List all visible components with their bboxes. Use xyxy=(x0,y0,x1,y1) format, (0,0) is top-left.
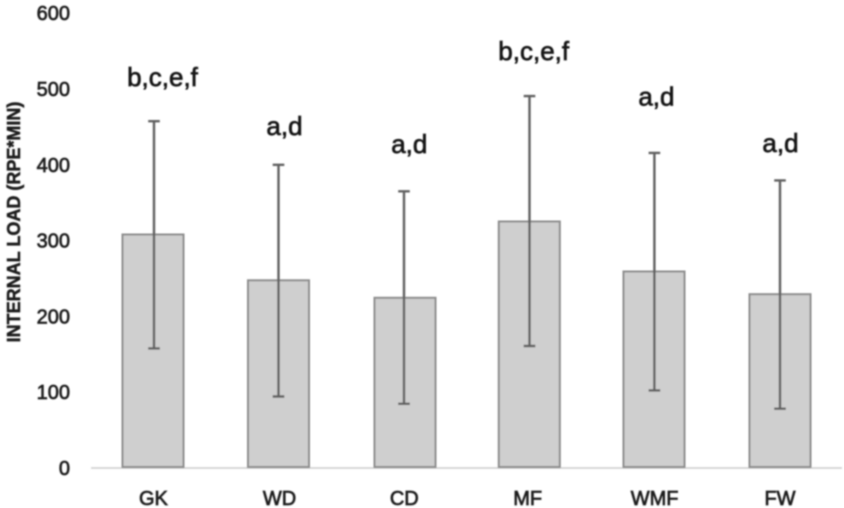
svg-text:500: 500 xyxy=(37,79,70,101)
svg-text:0: 0 xyxy=(59,458,70,480)
svg-text:b,c,e,f: b,c,e,f xyxy=(498,36,570,66)
svg-text:WMF: WMF xyxy=(631,488,679,508)
svg-text:a,d: a,d xyxy=(638,82,674,112)
svg-text:a,d: a,d xyxy=(266,111,302,141)
svg-text:600: 600 xyxy=(37,3,70,25)
svg-text:b,c,e,f: b,c,e,f xyxy=(127,62,199,92)
svg-text:INTERNAL LOAD (RPE*MIN): INTERNAL LOAD (RPE*MIN) xyxy=(4,102,24,343)
svg-text:200: 200 xyxy=(37,306,70,328)
svg-text:300: 300 xyxy=(37,231,70,253)
svg-text:100: 100 xyxy=(37,382,70,404)
svg-text:MF: MF xyxy=(513,488,542,508)
svg-text:FW: FW xyxy=(764,488,795,508)
svg-text:GK: GK xyxy=(139,488,169,508)
svg-text:a,d: a,d xyxy=(762,128,798,158)
svg-text:400: 400 xyxy=(37,155,70,177)
svg-text:CD: CD xyxy=(390,488,419,508)
svg-text:a,d: a,d xyxy=(391,129,427,159)
svg-text:WD: WD xyxy=(263,488,296,508)
